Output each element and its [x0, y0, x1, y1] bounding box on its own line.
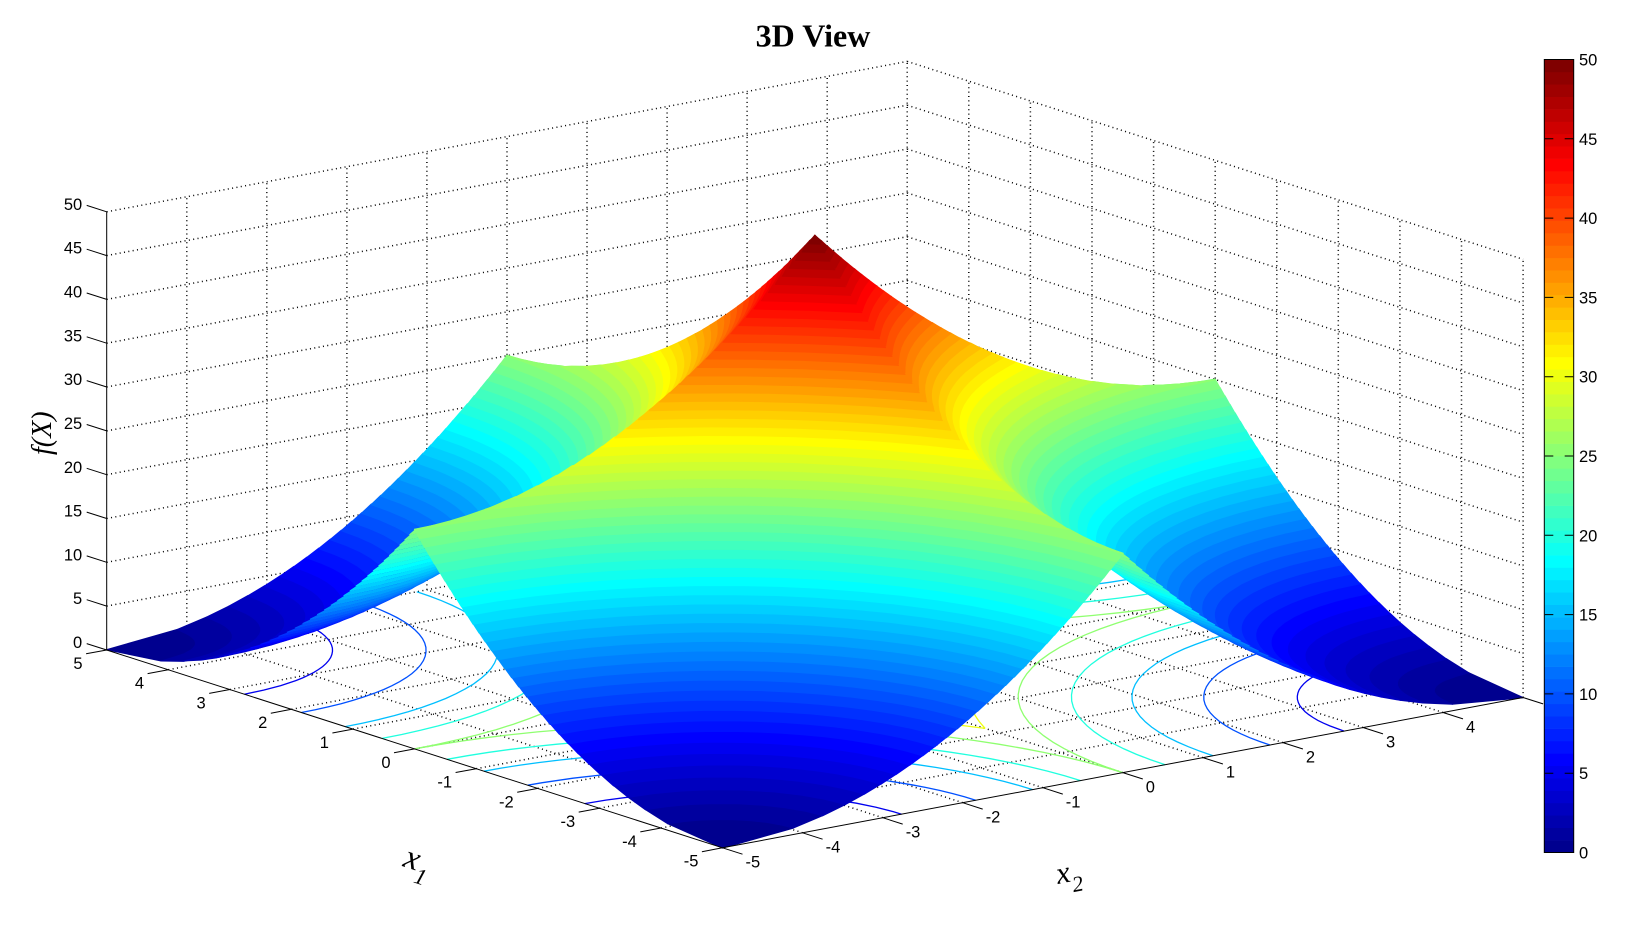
svg-text:5: 5 — [73, 655, 82, 673]
svg-text:20: 20 — [64, 459, 82, 477]
svg-text:3: 3 — [197, 694, 206, 712]
svg-text:-3: -3 — [906, 824, 921, 842]
svg-text:3: 3 — [1386, 733, 1395, 751]
svg-text:-1: -1 — [437, 774, 452, 792]
svg-text:-2: -2 — [986, 809, 1001, 827]
svg-text:50: 50 — [64, 196, 82, 214]
svg-text:35: 35 — [1579, 289, 1597, 307]
svg-text:4: 4 — [135, 675, 144, 693]
svg-text:25: 25 — [64, 415, 82, 433]
svg-text:10: 10 — [64, 546, 82, 564]
svg-text:5: 5 — [1579, 765, 1588, 783]
svg-text:40: 40 — [64, 284, 82, 302]
svg-text:5: 5 — [73, 590, 82, 608]
svg-text:35: 35 — [64, 327, 82, 345]
svg-text:-4: -4 — [826, 839, 841, 857]
svg-text:0: 0 — [73, 634, 82, 652]
svg-text:-2: -2 — [499, 793, 514, 811]
svg-text:50: 50 — [1579, 52, 1597, 70]
svg-text:15: 15 — [64, 503, 82, 521]
svg-text:-1: -1 — [1066, 794, 1081, 812]
svg-text:1: 1 — [1226, 764, 1235, 782]
svg-text:25: 25 — [1579, 448, 1597, 466]
svg-text:15: 15 — [1579, 607, 1597, 625]
svg-text:-5: -5 — [684, 853, 699, 871]
svg-text:0: 0 — [1579, 845, 1588, 863]
svg-text:0: 0 — [1146, 779, 1155, 797]
svg-text:45: 45 — [1579, 131, 1597, 149]
svg-text:3D View: 3D View — [756, 18, 871, 54]
svg-text:30: 30 — [1579, 369, 1597, 387]
svg-text:f(X): f(X) — [27, 411, 58, 455]
svg-text:-3: -3 — [561, 813, 576, 831]
svg-text:40: 40 — [1579, 210, 1597, 228]
svg-text:2: 2 — [258, 714, 267, 732]
svg-text:45: 45 — [64, 240, 82, 258]
svg-text:2: 2 — [1306, 749, 1315, 767]
svg-text:-5: -5 — [746, 854, 761, 872]
svg-text:-4: -4 — [622, 833, 637, 851]
svg-text:30: 30 — [64, 371, 82, 389]
svg-text:10: 10 — [1579, 686, 1597, 704]
svg-text:20: 20 — [1579, 527, 1597, 545]
svg-text:0: 0 — [381, 754, 390, 772]
svg-text:4: 4 — [1466, 718, 1475, 736]
svg-text:1: 1 — [320, 734, 329, 752]
